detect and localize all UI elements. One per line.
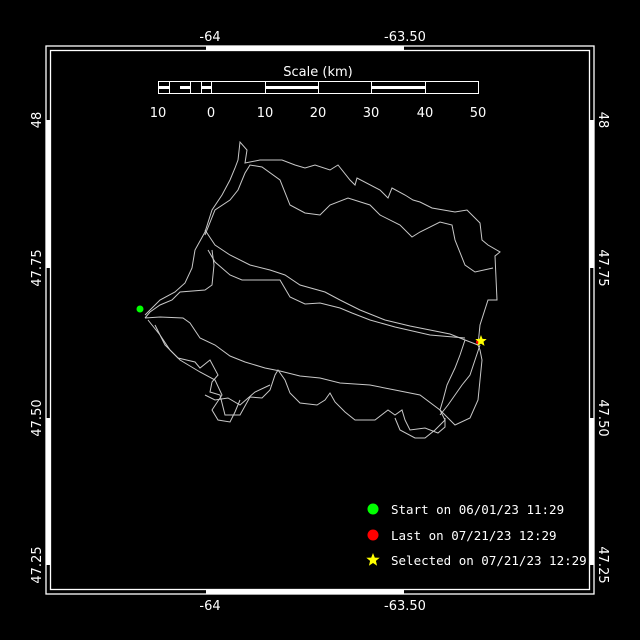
left-tick-label: 47.25 [30,546,45,583]
track-segment [147,319,446,434]
track-segment [204,384,271,406]
left-tick-label: 47.50 [30,399,45,436]
scale-title: Scale (km) [283,65,352,80]
selected-star-legend-icon [366,553,380,566]
top-tick-label: -63.50 [384,30,426,45]
scale-label: 50 [470,106,487,121]
scale-bar: Scale (km) 10 0 10 20 30 40 50 [150,65,487,121]
start-marker[interactable] [136,305,144,313]
scale-label: 10 [257,106,274,121]
start-legend-icon [367,503,379,515]
scale-label: 10 [150,106,167,121]
legend-last-label: Last on 07/21/23 12:29 [391,528,557,543]
left-tick-label: 48 [30,112,45,129]
scale-label: 30 [363,106,380,121]
drifter-track [144,140,501,439]
right-tick-label: 48 [595,112,610,129]
selected-star-marker[interactable] [475,335,487,346]
left-tick-label: 47.75 [30,249,45,286]
track-segment [439,344,481,416]
track-segment [144,140,501,346]
scale-label: 0 [207,106,215,121]
track-segment [204,229,479,346]
top-tick-label: -64 [199,30,220,45]
bottom-tick-label: -64 [199,599,220,614]
bottom-tick-label: -63.50 [384,599,426,614]
track-segment [154,324,241,423]
track-segment [207,249,466,339]
right-tick-label: 47.75 [595,249,610,286]
scale-label: 20 [310,106,327,121]
frame-thick-segments [46,46,594,594]
legend-start-label: Start on 06/01/23 11:29 [391,502,564,517]
track-segment [144,249,215,319]
track-segment [144,316,483,426]
last-legend-icon [367,529,379,541]
right-tick-label: 47.50 [595,399,610,436]
track-segment [204,164,494,273]
legend-selected-label: Selected on 07/21/23 12:29 [391,553,587,568]
scale-label: 40 [417,106,434,121]
legend: Start on 06/01/23 11:29 Last on 07/21/23… [366,502,587,568]
right-tick-label: 47.25 [595,546,610,583]
track-segment [394,339,466,439]
